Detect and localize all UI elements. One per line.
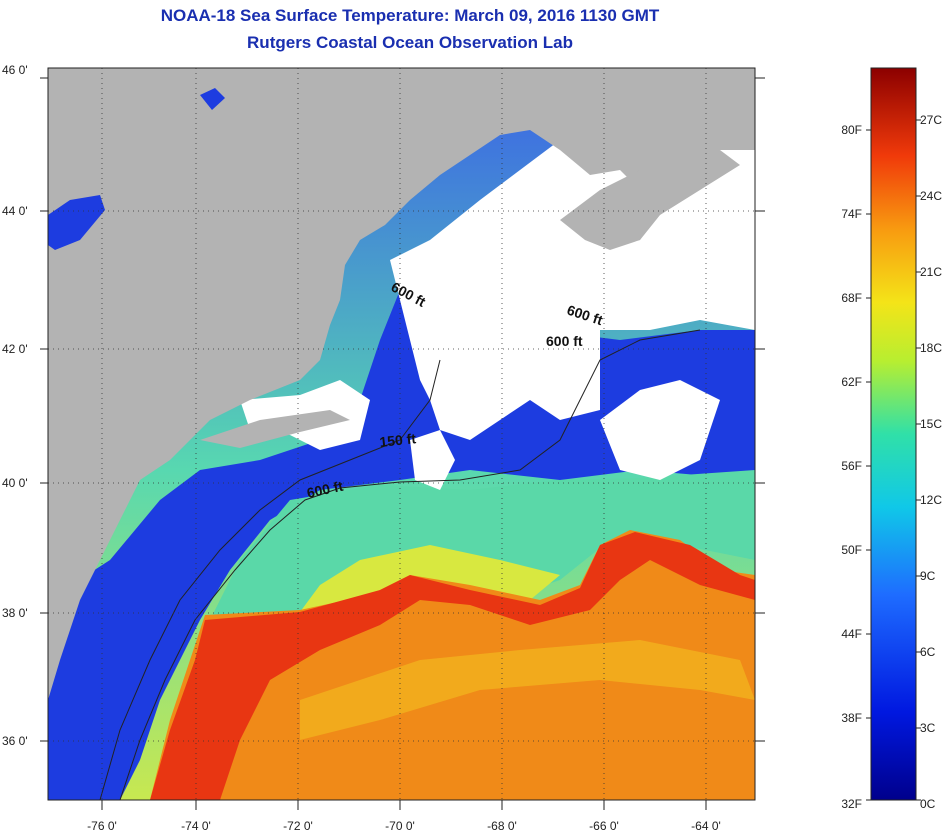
colorbar-f-label: 44F <box>841 627 862 641</box>
lon-label: -66 0' <box>589 819 619 833</box>
cold-shelf-water <box>48 290 755 800</box>
colorbar-c-label: 15C <box>920 417 942 431</box>
lon-label: -76 0' <box>87 819 117 833</box>
lat-label: 44 0' <box>2 204 28 218</box>
colorbar-c-label: 3C <box>920 721 936 735</box>
depth-label-150ft: 150 ft <box>379 430 417 450</box>
colorbar-c-label: 12C <box>920 493 942 507</box>
map-frame <box>47 67 756 801</box>
lon-label: -74 0' <box>181 819 211 833</box>
long-island <box>200 410 350 448</box>
colorbar-f-label: 74F <box>841 207 862 221</box>
lon-label: -70 0' <box>385 819 415 833</box>
lat-label: 36 0' <box>2 734 28 748</box>
land-mass <box>48 68 755 700</box>
colorbar-f-label: 62F <box>841 375 862 389</box>
nova-scotia <box>560 150 740 250</box>
lon-label: -68 0' <box>487 819 517 833</box>
colorbar-f-label: 56F <box>841 459 862 473</box>
lake-ontario <box>48 195 105 250</box>
colorbar-c-label: 24C <box>920 189 942 203</box>
map-ticks <box>40 77 765 810</box>
colorbar-f-label: 80F <box>841 123 862 137</box>
depth-label-600ft-shelf: 600 ft <box>305 478 344 501</box>
map-subtitle: Rutgers Coastal Ocean Observation Lab <box>247 33 573 52</box>
cloud-patch-shelf <box>410 430 455 490</box>
gulf-stream-yellow-streak <box>300 640 755 740</box>
depth-contour-150ft <box>99 359 441 800</box>
depth-contour-600ft <box>119 329 701 800</box>
depth-label-600ft-georges: 600 ft <box>546 333 583 349</box>
colorbar-c-label: 21C <box>920 265 942 279</box>
colorbar-c-label: 27C <box>920 113 942 127</box>
colorbar-ticks <box>866 119 921 801</box>
lake-blob <box>200 88 225 110</box>
colorbar <box>870 67 917 801</box>
lon-label: -64 0' <box>691 819 721 833</box>
graticule <box>48 68 755 800</box>
lat-label: 40 0' <box>2 476 28 490</box>
colorbar-f-label: 32F <box>841 797 862 811</box>
colorbar-c-label: 0C <box>920 797 936 811</box>
colorbar-f-label: 68F <box>841 291 862 305</box>
colorbar-f-label: 50F <box>841 543 862 557</box>
colorbar-c-label: 9C <box>920 569 936 583</box>
colorbar-c-label: 18C <box>920 341 942 355</box>
map-title: NOAA-18 Sea Surface Temperature: March 0… <box>160 6 660 25</box>
colorbar-c-label: 6C <box>920 645 936 659</box>
cloud-patch-east <box>600 380 720 480</box>
lon-label: -72 0' <box>283 819 313 833</box>
lat-label: 46 0' <box>2 63 28 77</box>
colorbar-f-label: 38F <box>841 711 862 725</box>
map-area: 600 ft 600 ft 600 ft 150 ft 600 ft <box>48 68 755 800</box>
lat-label: 42 0' <box>2 342 28 356</box>
lat-label: 38 0' <box>2 606 28 620</box>
gulf-stream-core <box>150 532 755 800</box>
